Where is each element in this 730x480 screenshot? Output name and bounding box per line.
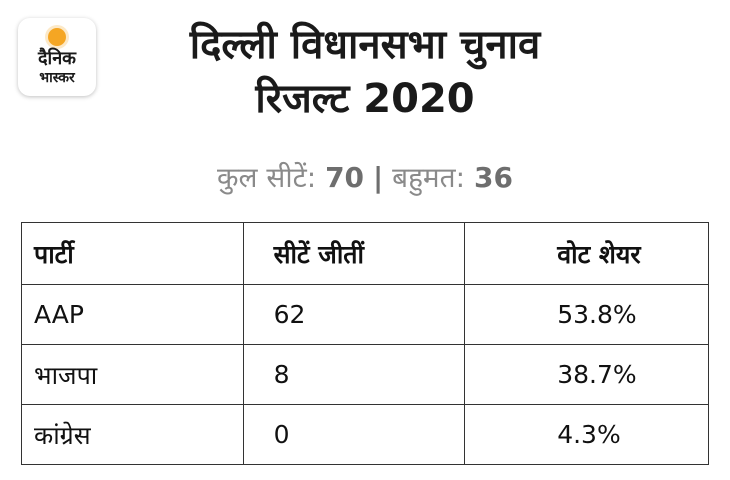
- vote-share: 4.3%: [464, 404, 709, 465]
- total-seats-label: कुल सीटें:: [217, 161, 317, 194]
- seats-won: 0: [242, 404, 466, 465]
- party-name: भाजपा: [21, 344, 244, 405]
- dainik-bhaskar-logo: दैनिक भास्कर: [18, 18, 96, 96]
- vote-share: 38.7%: [464, 344, 709, 405]
- sun-icon: [48, 28, 66, 46]
- table-row: AAP 62 53.8%: [21, 284, 709, 345]
- vote-share: 53.8%: [464, 284, 709, 345]
- header-seats-won: सीटें जीतीं: [242, 222, 466, 285]
- majority-value: 36: [473, 161, 513, 194]
- summary-separator: |: [372, 161, 384, 194]
- majority-label: बहुमत:: [392, 161, 466, 194]
- party-name: AAP: [21, 284, 244, 345]
- seats-won: 8: [242, 344, 466, 405]
- table-header-row: पार्टी सीटें जीतीं वोट शेयर: [21, 222, 709, 285]
- party-name: कांग्रेस: [21, 404, 244, 465]
- seats-won: 62: [242, 284, 466, 345]
- total-seats-value: 70: [325, 161, 365, 194]
- page-title: दिल्ली विधानसभा चुनाव रिजल्ट 2020: [110, 18, 620, 126]
- title-line2: रिजल्ट 2020: [255, 76, 475, 122]
- table-row: भाजपा 8 38.7%: [21, 344, 709, 405]
- logo-text-line2: भास्कर: [39, 70, 75, 86]
- header-vote-share: वोट शेयर: [464, 222, 709, 285]
- logo-text-line1: दैनिक: [37, 48, 77, 69]
- table-row: कांग्रेस 0 4.3%: [21, 404, 709, 465]
- title-line1: दिल्ली विधानसभा चुनाव: [189, 22, 541, 68]
- results-table: पार्टी सीटें जीतीं वोट शेयर AAP 62 53.8%…: [21, 222, 709, 465]
- seat-summary: कुल सीटें: 70 | बहुमत: 36: [0, 158, 730, 196]
- header-party: पार्टी: [21, 222, 244, 285]
